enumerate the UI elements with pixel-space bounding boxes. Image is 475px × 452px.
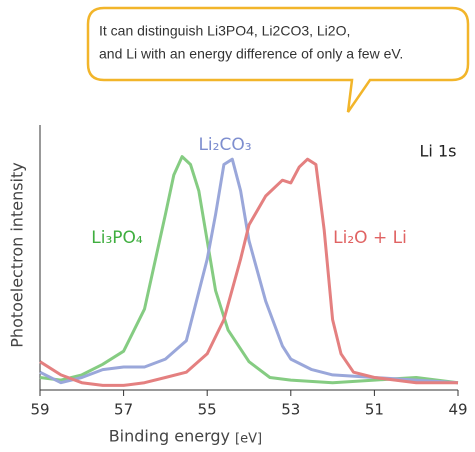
series-label: Li₂CO₃	[198, 135, 251, 155]
callout-line: It can distinguish Li3PO4, Li2CO3, Li2O,	[99, 23, 350, 39]
annotation: Li 1s	[420, 142, 457, 161]
callout-line: and Li with an energy difference of only…	[99, 46, 403, 62]
x-tick-label: 53	[281, 401, 300, 419]
series-label: Li₂O + Li	[333, 228, 407, 248]
series-label: Li₃PO₄	[91, 228, 143, 248]
series-line	[39, 155, 459, 385]
x-axis-unit: [eV]	[235, 432, 262, 447]
callout-bubble	[86, 6, 470, 113]
x-tick-label: 59	[30, 401, 49, 419]
series-line	[39, 157, 459, 385]
x-tick-label: 57	[114, 401, 133, 419]
x-axis-label: Binding energy	[109, 427, 230, 446]
x-tick-label: 55	[198, 401, 217, 419]
series-line	[39, 157, 458, 387]
y-axis-label: Photoelectron intensity	[8, 162, 27, 347]
x-tick-label: 51	[365, 401, 384, 419]
x-tick-label: 49	[448, 401, 467, 419]
